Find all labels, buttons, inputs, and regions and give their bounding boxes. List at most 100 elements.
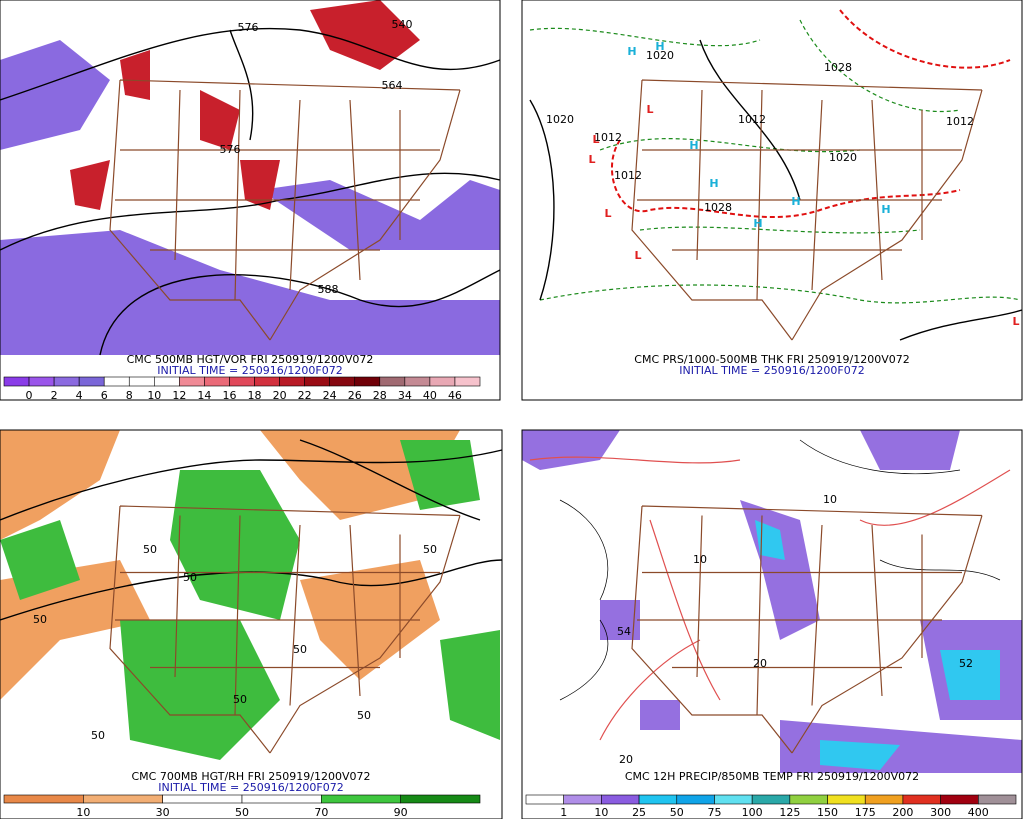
map-label: 1028: [704, 201, 732, 214]
colorbar-label: 50: [670, 806, 684, 819]
panel-frame: [521, 0, 1023, 401]
map-label: H: [791, 195, 800, 208]
colorbar-label: 25: [632, 806, 646, 819]
colorbar-label: 90: [394, 806, 408, 819]
colorbar-segment: [714, 794, 753, 805]
map-label: 50: [33, 613, 47, 626]
colorbar-label: 1: [560, 806, 567, 819]
colorbar-segment: [902, 794, 941, 805]
map-label: 50: [91, 729, 105, 742]
map-label: 1012: [946, 115, 974, 128]
colorbar-segment: [241, 794, 322, 804]
panel-vorticity: [0, 0, 501, 401]
map-label: 588: [318, 283, 339, 296]
colorbar-label: 300: [930, 806, 951, 819]
panel-precip: [521, 429, 1023, 819]
map-label: 50: [143, 543, 157, 556]
map-label: H: [709, 177, 718, 190]
colorbar-label: 125: [779, 806, 800, 819]
map-label: 50: [357, 709, 371, 722]
map-label: 1020: [829, 151, 857, 164]
colorbar-segment: [827, 794, 866, 805]
map-label: 10: [823, 493, 837, 506]
colorbar-label: 12: [172, 389, 186, 402]
colorbar-segment: [638, 794, 678, 805]
map-label: 564: [382, 79, 403, 92]
map-label: 1028: [824, 61, 852, 74]
map-label: L: [646, 103, 653, 116]
colorbar-segment: [563, 794, 602, 805]
map-label: H: [655, 40, 664, 53]
colorbar-label: 34: [398, 389, 412, 402]
colorbar-label: 75: [707, 806, 721, 819]
map: [522, 0, 1022, 355]
colorbar-segment: [354, 376, 381, 387]
colorbar-label: 150: [817, 806, 838, 819]
colorbar-label: 20: [273, 389, 287, 402]
colorbar-segment: [3, 376, 30, 387]
colorbar-segment: [279, 376, 305, 387]
map-label: 1012: [614, 169, 642, 182]
colorbar-label: 30: [156, 806, 170, 819]
caption: CMC 12H PRECIP/850MB TEMP FRI 250919/120…: [625, 770, 919, 783]
map-label: 50: [423, 543, 437, 556]
colorbar-segment: [940, 794, 979, 805]
colorbar-label: 6: [101, 389, 108, 402]
colorbar-segment: [128, 376, 155, 387]
colorbar-segment: [83, 794, 163, 804]
map-label: 54: [617, 625, 631, 638]
colorbar-label: 8: [126, 389, 133, 402]
colorbar-label: 100: [742, 806, 763, 819]
colorbar-segment: [789, 794, 828, 805]
map-label: 50: [233, 693, 247, 706]
colorbar-segment: [864, 794, 904, 805]
map-label: 1020: [646, 49, 674, 62]
colorbar-label: 28: [373, 389, 387, 402]
dry-fill: [0, 430, 460, 700]
map-label: 50: [183, 571, 197, 584]
colorbar-segment: [154, 376, 180, 387]
colorbar-segment: [978, 794, 1017, 805]
panel-frame: [0, 429, 503, 819]
colorbar-label: 200: [892, 806, 913, 819]
initial-time: INITIAL TIME = 250916/1200F072: [158, 781, 343, 794]
colorbar-segment: [78, 376, 105, 387]
colorbar-segment: [254, 376, 280, 387]
colorbar-label: 4: [76, 389, 83, 402]
colorbar-label: 40: [423, 389, 437, 402]
initial-time: INITIAL TIME = 250916/1200F072: [679, 364, 864, 377]
moist-fill: [0, 440, 500, 760]
map-label: 50: [293, 643, 307, 656]
map-label: 10: [693, 553, 707, 566]
map-label: 576: [238, 21, 259, 34]
colorbar-segment: [204, 376, 230, 387]
caption: CMC 700MB HGT/RH FRI 250919/1200V072: [131, 770, 370, 783]
colorbar-segment: [676, 794, 715, 805]
colorbar-label: 50: [235, 806, 249, 819]
colorbar-segment: [103, 376, 130, 387]
colorbar-segment: [162, 794, 243, 804]
colorbar-label: 0: [26, 389, 33, 402]
colorbar-label: 46: [448, 389, 462, 402]
colorbar-segment: [751, 794, 791, 805]
precip-fill: [522, 430, 1022, 773]
colorbar-label: 22: [298, 389, 312, 402]
panel-frame: [521, 429, 1023, 819]
panel-frame: [0, 0, 501, 401]
map-label: H: [627, 45, 636, 58]
colorbar-label: 16: [222, 389, 236, 402]
panel-pressure: [521, 0, 1023, 401]
colorbar-segment: [179, 376, 205, 387]
map-label: 20: [619, 753, 633, 766]
initial-time: INITIAL TIME = 250916/1200F072: [157, 364, 342, 377]
colorbar-segment: [28, 376, 55, 387]
map-label: L: [634, 249, 641, 262]
colorbar-segment: [3, 794, 84, 804]
colorbar-label: 400: [968, 806, 989, 819]
colorbar-segment: [601, 794, 640, 805]
colorbar-segment: [229, 376, 255, 387]
colorbar-segment: [404, 376, 431, 387]
colorbar-label: 26: [348, 389, 362, 402]
colorbar-segment: [304, 376, 330, 387]
colorbar-segment: [379, 376, 406, 387]
